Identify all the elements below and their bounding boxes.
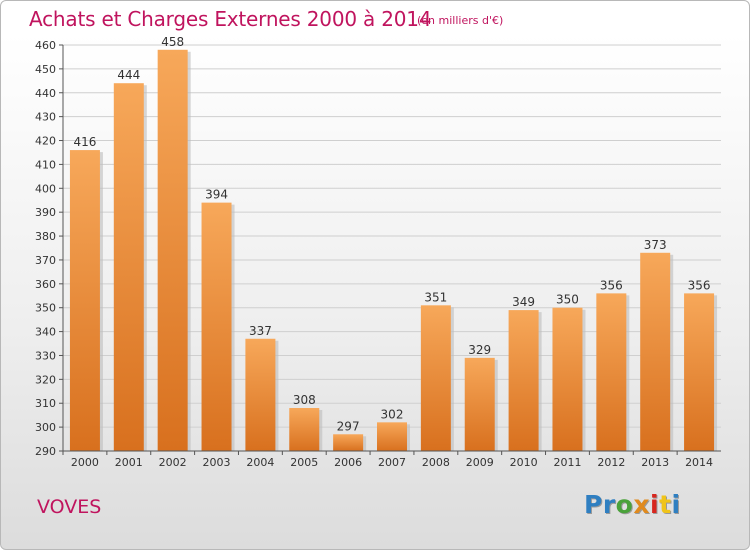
y-tick-label: 350: [35, 302, 56, 315]
bar-2001: [113, 83, 144, 451]
chart-title: Achats et Charges Externes 2000 à 2014: [29, 7, 432, 31]
value-label: 329: [468, 343, 491, 357]
bar-2007: [377, 422, 407, 451]
x-tick-label: 2014: [685, 456, 713, 469]
logo-part: x: [633, 490, 650, 519]
bar-2011: [552, 307, 583, 451]
y-tick-label: 400: [35, 182, 56, 195]
y-tick-label: 450: [35, 63, 56, 76]
y-tick-label: 420: [35, 135, 56, 148]
x-tick-label: 2013: [641, 456, 669, 469]
value-label: 444: [117, 68, 140, 82]
x-tick-label: 2000: [71, 456, 99, 469]
bar-2009: [464, 357, 495, 451]
y-tick-label: 370: [35, 254, 56, 267]
bar-2006: [333, 434, 364, 451]
x-tick-label: 2010: [510, 456, 538, 469]
bar-2002: [157, 49, 188, 452]
bar-2010: [508, 310, 539, 451]
town-name: VOVES: [37, 496, 102, 518]
x-tick-label: 2007: [378, 456, 406, 469]
value-label: 458: [161, 35, 184, 49]
x-tick-label: 2003: [203, 456, 231, 469]
y-tick-label: 360: [35, 278, 56, 291]
proxiti-logo: Proxiti: [584, 490, 681, 519]
bar-2005: [289, 408, 320, 451]
y-tick-label: 320: [35, 373, 56, 386]
x-tick-label: 2004: [246, 456, 274, 469]
x-tick-label: 2011: [553, 456, 581, 469]
y-tick-label: 310: [35, 397, 56, 410]
x-tick-label: 2005: [290, 456, 318, 469]
x-tick-label: 2006: [334, 456, 362, 469]
x-tick-label: 2012: [597, 456, 625, 469]
value-label: 337: [249, 324, 272, 338]
value-label: 373: [644, 238, 667, 252]
value-label: 350: [556, 293, 579, 307]
chart-subtitle: (en milliers d'€): [417, 14, 504, 27]
bar-2003: [201, 202, 232, 451]
bar-2014: [684, 293, 715, 451]
logo-part: i: [649, 490, 660, 519]
value-label: 297: [337, 419, 360, 433]
y-tick-label: 460: [35, 39, 56, 52]
logo-part: i: [671, 490, 681, 519]
x-tick-label: 2001: [115, 456, 143, 469]
value-label: 394: [205, 188, 228, 202]
bar-2004: [245, 338, 276, 451]
y-tick-label: 330: [35, 349, 56, 362]
axes: 290 300 310 320 330 340 350 360 370 380 390 400 410 4…: [35, 39, 721, 469]
x-tick-label: 2002: [159, 456, 187, 469]
value-label: 356: [600, 278, 623, 292]
y-tick-label: 410: [35, 158, 56, 171]
bar-2012: [596, 293, 627, 451]
y-tick-label: 430: [35, 111, 56, 124]
y-tick-label: 440: [35, 87, 56, 100]
value-label: 356: [688, 278, 711, 292]
y-tick-label: 290: [35, 445, 56, 458]
logo-part: t: [659, 490, 672, 519]
y-tick-label: 340: [35, 326, 56, 339]
value-label: 416: [73, 135, 96, 149]
value-label: 302: [381, 407, 404, 421]
bar-2008: [420, 305, 451, 451]
logo-part: o: [615, 490, 634, 519]
bars: [69, 49, 718, 452]
logo-part: Pr: [584, 490, 616, 519]
x-tick-label: 2009: [466, 456, 494, 469]
value-label: 349: [512, 295, 535, 309]
value-label: 351: [424, 290, 447, 304]
data-labels: 416 444 458 394 337 308 297 302 351 329 349 350 356 3…: [73, 35, 710, 434]
y-tick-label: 380: [35, 230, 56, 243]
bar-2013: [640, 252, 671, 451]
bar-2000: [69, 150, 100, 452]
y-tick-label: 300: [35, 421, 56, 434]
value-label: 308: [293, 393, 316, 407]
x-tick-label: 2008: [422, 456, 450, 469]
y-tick-label: 390: [35, 206, 56, 219]
